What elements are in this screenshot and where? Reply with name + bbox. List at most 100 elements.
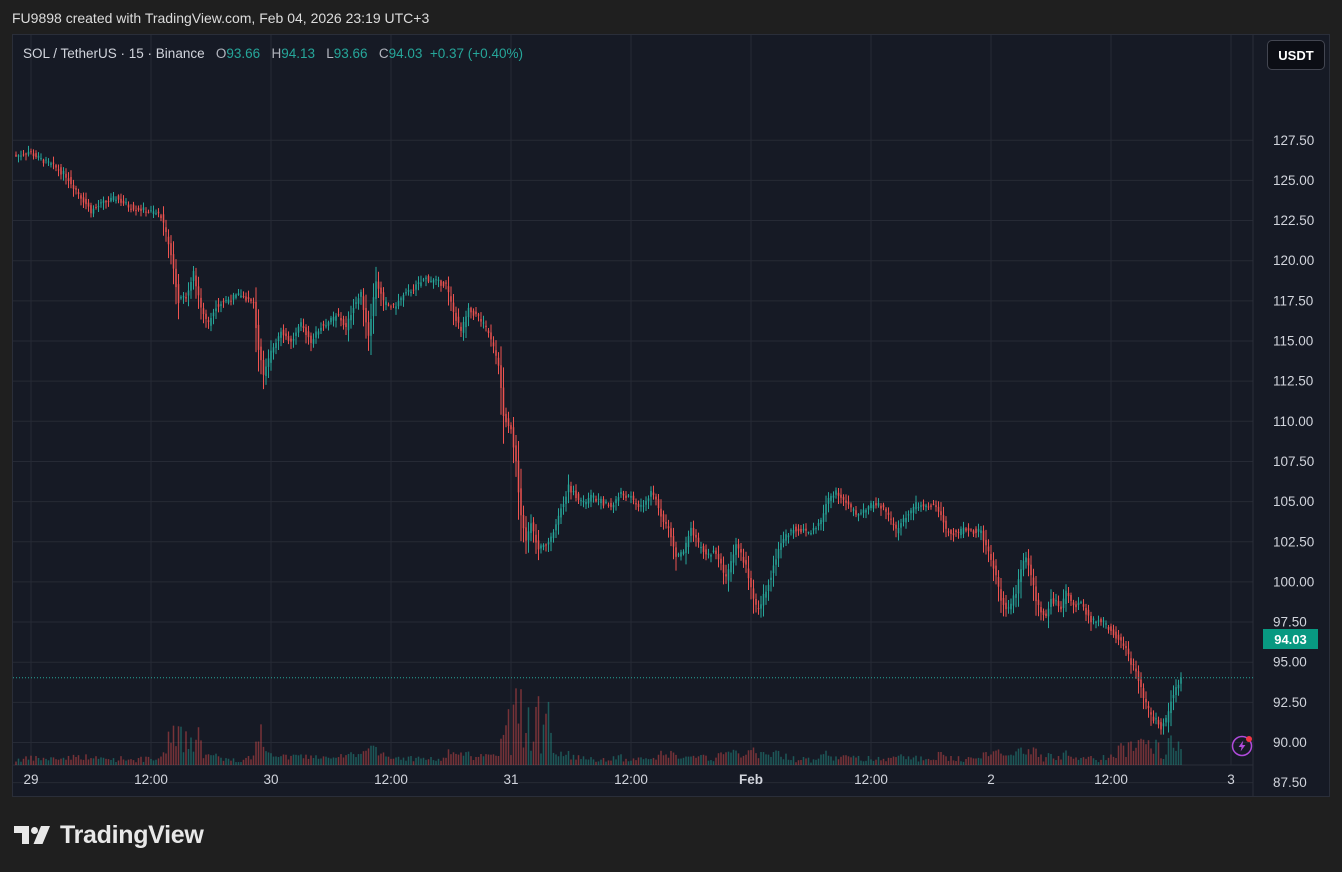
candle-body [240, 295, 242, 298]
candle-body [665, 521, 667, 524]
y-tick-label: 87.50 [1273, 775, 1307, 790]
lightning-alert-icon[interactable] [1231, 735, 1253, 757]
candle-body [250, 299, 252, 301]
candle-body [622, 493, 625, 496]
candle-body [27, 151, 30, 155]
candle-body [502, 387, 505, 416]
volume-bar [1087, 756, 1090, 765]
volume-bar [85, 754, 87, 765]
y-tick-label: 120.00 [1273, 253, 1314, 268]
volume-bar [300, 754, 302, 765]
volume-bar [512, 704, 515, 765]
chart-panel[interactable]: 127.50 125.00 122.50 120.00 117.50 115.00 112.… [12, 34, 1330, 797]
volume-bar [25, 756, 27, 765]
candle-body [460, 326, 462, 331]
candle-body [150, 210, 152, 212]
candle-body [1015, 593, 1017, 598]
candle-body [520, 488, 522, 516]
candle-body [77, 192, 80, 195]
volume-bar [827, 755, 830, 765]
candle-body [910, 510, 912, 514]
volume-bar [650, 758, 652, 765]
volume-bar [500, 738, 502, 765]
candle-body [420, 282, 422, 286]
candle-body [320, 327, 322, 331]
volume-bar [830, 756, 832, 765]
candle-body [570, 486, 572, 493]
candle-body [775, 559, 777, 565]
volume-bar [117, 760, 120, 765]
candle-body [47, 161, 50, 163]
candle-body [62, 170, 65, 175]
volume-bar [1010, 754, 1012, 765]
volume-bar [862, 761, 865, 765]
volume-bar [605, 761, 607, 765]
candle-body [1172, 694, 1175, 699]
candle-body [897, 528, 900, 534]
volume-bar [1107, 757, 1110, 765]
volume-bar [977, 757, 980, 765]
volume-bar [45, 758, 47, 765]
candle-body [860, 512, 862, 514]
volume-bar [152, 760, 155, 765]
candle-body [212, 312, 215, 317]
candle-body [237, 293, 240, 295]
volume-bar [505, 725, 507, 765]
volume-bar [845, 755, 847, 765]
y-tick-label: 112.50 [1273, 374, 1313, 389]
candle-body [972, 530, 975, 534]
candle-body [537, 540, 540, 550]
volume-bar [355, 757, 357, 765]
chart-caption: FU9898 created with TradingView.com, Feb… [12, 10, 430, 26]
volume-bar [15, 761, 17, 765]
volume-bar [455, 753, 457, 765]
volume-bar [647, 759, 650, 765]
candle-body [822, 513, 825, 522]
volume-bar [690, 756, 692, 765]
candle-body [67, 178, 70, 182]
candle-body [60, 167, 62, 175]
candlestick-chart[interactable]: 127.50 125.00 122.50 120.00 117.50 115.00 112.… [13, 35, 1329, 796]
volume-bar [622, 761, 625, 765]
candle-body [1125, 646, 1127, 649]
volume-bar [725, 752, 727, 765]
volume-bar [100, 757, 102, 765]
volume-bar [437, 758, 440, 765]
candle-body [135, 210, 137, 212]
volume-bar [1052, 758, 1055, 765]
volume-bar [790, 760, 792, 765]
volume-bar [670, 750, 672, 765]
candle-body [335, 315, 337, 321]
candle-body [492, 342, 495, 347]
volume-bar [925, 759, 927, 765]
volume-bar [1127, 742, 1130, 765]
volume-bar [775, 750, 777, 765]
candle-body [787, 535, 790, 538]
volume-bar [1037, 756, 1040, 765]
candle-body [92, 208, 95, 214]
volume-bar [192, 751, 195, 765]
candle-body [512, 427, 515, 448]
volume-bar [1155, 739, 1157, 765]
candle-body [197, 286, 200, 296]
volume-bar [587, 759, 590, 765]
candle-body [747, 568, 750, 579]
volume-bar [772, 752, 775, 765]
candle-body [935, 505, 937, 508]
volume-bar [92, 758, 95, 765]
volume-bar [415, 757, 417, 765]
candle-body [1177, 684, 1180, 689]
volume-bar [137, 758, 140, 765]
candle-body [592, 495, 595, 498]
volume-bar [1175, 750, 1177, 765]
candle-body [800, 528, 802, 533]
candle-body [45, 159, 47, 161]
currency-button[interactable]: USDT [1267, 40, 1325, 70]
open-label: O [215, 46, 227, 61]
candle-body [72, 184, 75, 189]
candle-body [447, 286, 450, 293]
candle-body [1052, 598, 1055, 604]
volume-bar [317, 758, 320, 765]
candle-body [285, 333, 287, 337]
volume-bar [890, 757, 892, 765]
